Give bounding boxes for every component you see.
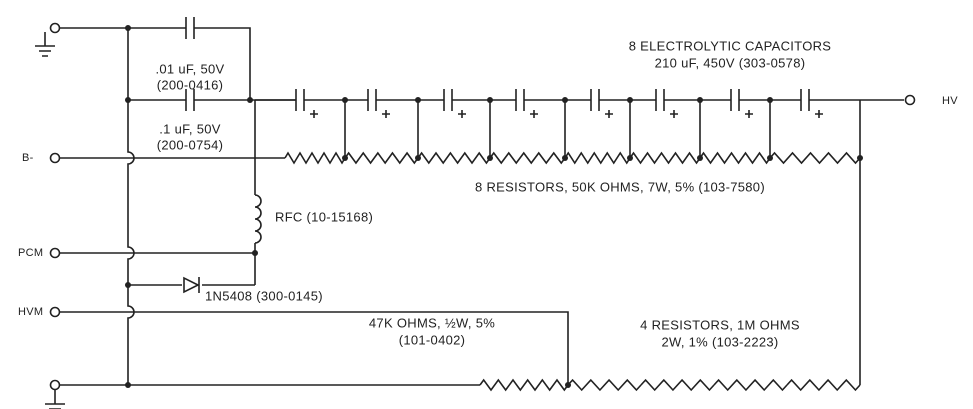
- junction: [247, 97, 253, 103]
- polarity: [382, 110, 390, 118]
- polarity: [458, 110, 466, 118]
- resistor: [417, 151, 491, 165]
- hv-label: HV: [942, 95, 958, 107]
- wire: [60, 311, 569, 385]
- c1-value: .01 uF, 50V: [155, 61, 224, 76]
- electrolytic-spec: 210 uF, 450V (303-0578): [655, 55, 806, 70]
- pcm-label: PCM: [18, 247, 43, 259]
- terminal: [49, 247, 61, 259]
- r47k-value: 47K OHMS, ½W, 5%: [369, 315, 495, 330]
- terminal: [49, 379, 61, 391]
- r47k-part: (101-0402): [399, 332, 466, 347]
- c1-part: (200-0416): [157, 77, 224, 92]
- junction: [415, 155, 421, 161]
- divider-spec: 2W, 1% (103-2223): [661, 334, 778, 349]
- resistor-chain-label: 8 RESISTORS, 50K OHMS, 7W, 5% (103-7580): [475, 179, 765, 194]
- junction: [487, 97, 493, 103]
- junction: [627, 155, 633, 161]
- junction: [487, 155, 493, 161]
- ground: [45, 390, 65, 409]
- electrolytic-title: 8 ELECTROLYTIC CAPACITORS: [629, 38, 832, 53]
- polarity: [530, 110, 538, 118]
- resistor: [713, 378, 788, 392]
- junction: [415, 97, 421, 103]
- hvm-label: HVM: [18, 306, 43, 318]
- junction: [252, 250, 258, 256]
- junction: [767, 97, 773, 103]
- resistor: [284, 151, 346, 165]
- b-minus-label: B-: [22, 152, 34, 164]
- junction: [125, 25, 131, 31]
- terminal: [49, 22, 61, 34]
- wire: [60, 27, 251, 100]
- resistor: [344, 151, 419, 165]
- junction: [342, 97, 348, 103]
- junction: [342, 155, 348, 161]
- capacitor: [800, 89, 810, 111]
- junction: [767, 155, 773, 161]
- resistor: [489, 151, 566, 165]
- capacitor: [730, 89, 740, 111]
- resistor: [640, 378, 715, 392]
- polarity: [310, 110, 318, 118]
- c2-value: .1 uF, 50V: [159, 121, 221, 136]
- resistor: [786, 378, 861, 392]
- capacitor: [655, 89, 665, 111]
- inductor: [254, 194, 262, 244]
- divider-value: 4 RESISTORS, 1M OHMS: [640, 317, 800, 332]
- junction: [697, 97, 703, 103]
- capacitor: [367, 89, 377, 111]
- capacitor: [185, 89, 195, 111]
- capacitor: [515, 89, 525, 111]
- wiring: [35, 17, 916, 409]
- resistor: [567, 378, 642, 392]
- c2-part: (200-0754): [157, 137, 224, 152]
- capacitor: [185, 17, 195, 39]
- diode: [183, 276, 200, 294]
- resistor: [564, 151, 631, 165]
- diode-label: 1N5408 (300-0145): [205, 288, 323, 303]
- wire: [127, 28, 135, 385]
- capacitor: [295, 89, 305, 111]
- resistor: [479, 378, 569, 392]
- junction: [627, 97, 633, 103]
- terminal: [49, 152, 61, 164]
- terminal: [49, 306, 61, 318]
- polarity: [605, 110, 613, 118]
- junction: [562, 155, 568, 161]
- polarity: [745, 110, 753, 118]
- ground: [35, 32, 55, 57]
- capacitor: [590, 89, 600, 111]
- resistor: [769, 151, 861, 165]
- resistor: [629, 151, 701, 165]
- rfc-label: RFC (10-15168): [275, 209, 373, 224]
- capacitor: [443, 89, 453, 111]
- polarity: [815, 110, 823, 118]
- junction: [562, 97, 568, 103]
- polarity: [670, 110, 678, 118]
- terminal: [904, 94, 916, 106]
- resistor: [699, 151, 771, 165]
- junction: [697, 155, 703, 161]
- junction: [857, 155, 863, 161]
